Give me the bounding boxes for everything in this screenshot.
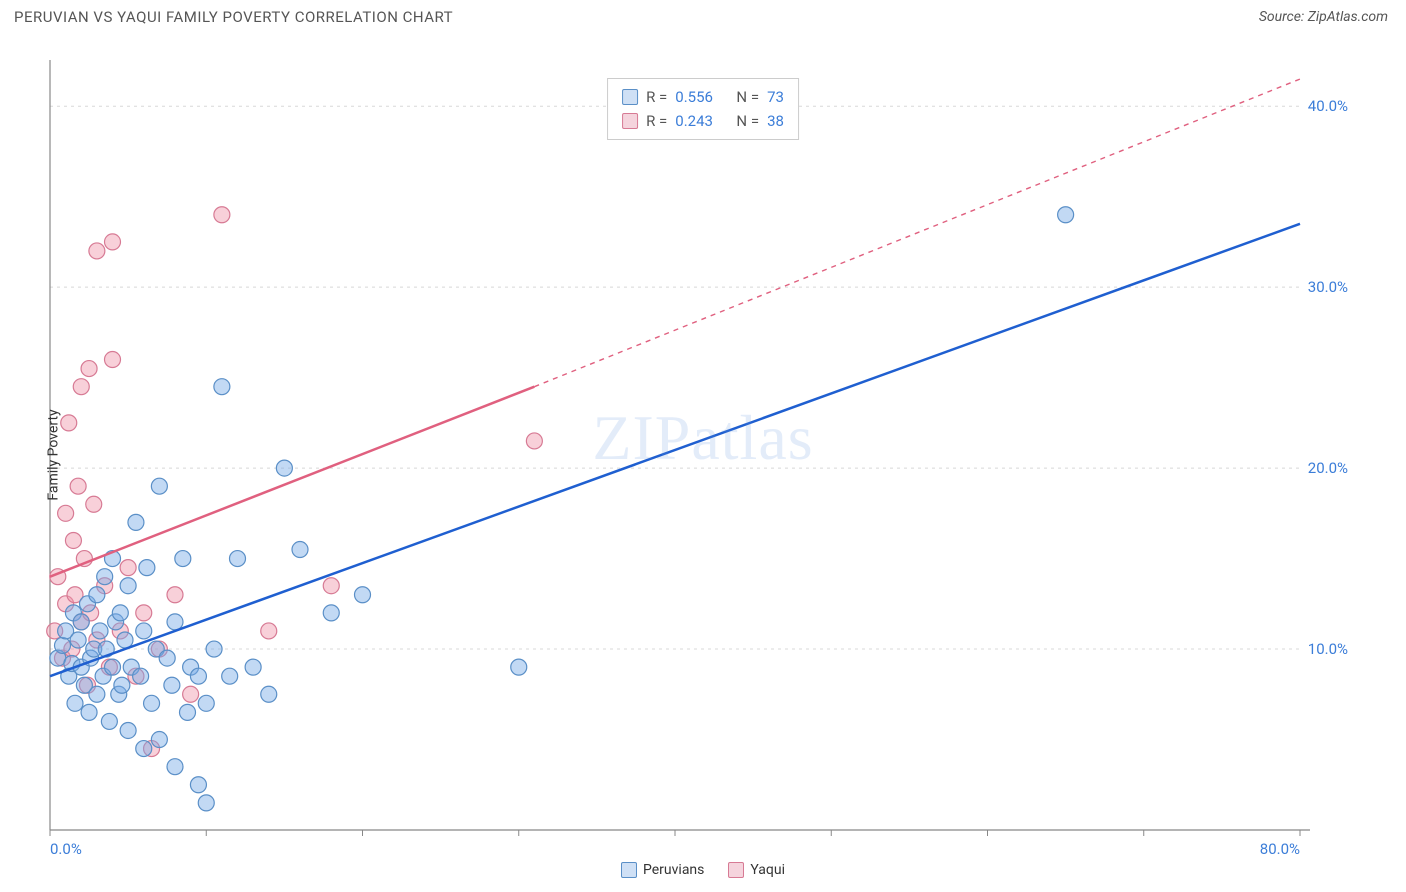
legend-bottom: Peruvians Yaqui <box>621 862 785 878</box>
swatch-peruvians-icon <box>621 862 637 878</box>
svg-text:40.0%: 40.0% <box>1308 97 1348 115</box>
svg-text:30.0%: 30.0% <box>1308 278 1348 296</box>
swatch-peruvians-icon <box>622 89 638 105</box>
legend-item-peruvians: Peruvians <box>621 862 704 878</box>
chart-source: Source: ZipAtlas.com <box>1259 9 1388 25</box>
stats-row-yaqui: R = 0.243 N = 38 <box>622 109 784 133</box>
scatter-plot-svg: 10.0% 20.0% 30.0% 40.0% 0.0% 80.0% <box>0 30 1406 860</box>
svg-text:0.0%: 0.0% <box>50 840 82 858</box>
swatch-yaqui-icon <box>622 113 638 129</box>
y-axis-label: Family Poverty <box>46 409 62 500</box>
svg-text:20.0%: 20.0% <box>1308 459 1348 477</box>
svg-text:10.0%: 10.0% <box>1308 640 1348 658</box>
chart-area: Family Poverty 10.0% 20.0% 30.0% 40.0% 0.0% 8… <box>0 30 1406 880</box>
chart-header: PERUVIAN VS YAQUI FAMILY POVERTY CORRELA… <box>0 0 1406 30</box>
swatch-yaqui-icon <box>728 862 744 878</box>
svg-text:80.0%: 80.0% <box>1260 840 1300 858</box>
correlation-stats-box: R = 0.556 N = 73 R = 0.243 N = 38 <box>607 78 799 140</box>
legend-item-yaqui: Yaqui <box>728 862 785 878</box>
chart-title: PERUVIAN VS YAQUI FAMILY POVERTY CORRELA… <box>14 8 453 26</box>
stats-row-peruvians: R = 0.556 N = 73 <box>622 85 784 109</box>
